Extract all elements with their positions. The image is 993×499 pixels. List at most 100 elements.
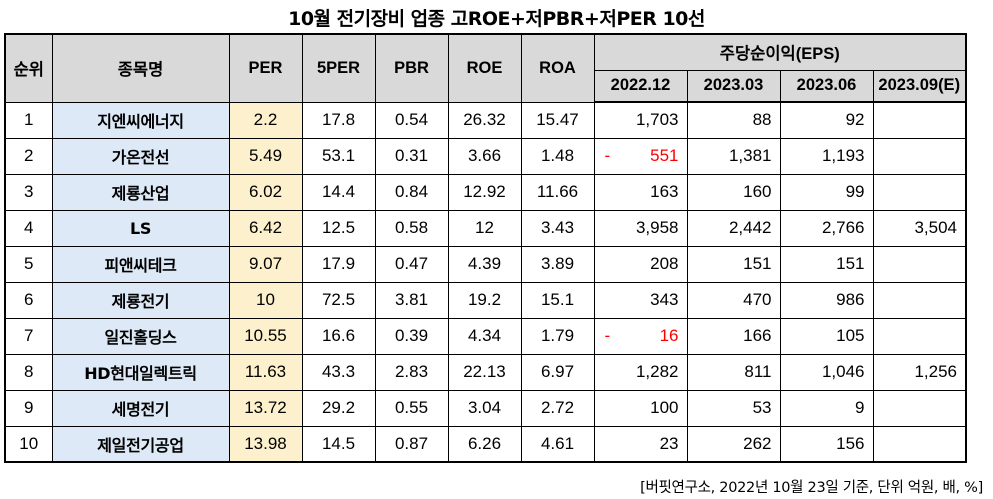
- cell-per: 6.42: [228, 209, 303, 247]
- negative-sign: -: [604, 326, 611, 345]
- table-row: 10 제일전기공업 13.98 14.5 0.87 6.26 4.61 23 262 156: [4, 425, 967, 463]
- cell-eps: 1,282: [593, 353, 688, 391]
- cell-name: HD현대일렉트릭: [51, 353, 230, 391]
- header-eps-period: 2023.03: [686, 69, 781, 103]
- cell-eps: [872, 317, 967, 355]
- cell-name: 제룡산업: [51, 173, 230, 211]
- cell-eps: 1,703: [593, 101, 688, 139]
- eps-value: 551: [650, 146, 679, 165]
- table-row: 6 제룡전기 10 72.5 3.81 19.2 15.1 343 470 986: [4, 281, 967, 319]
- cell-pbr: 0.55: [374, 389, 449, 427]
- header-roa: ROA: [520, 33, 595, 103]
- cell-per: 6.02: [228, 173, 303, 211]
- cell-name: 제일전기공업: [51, 425, 230, 463]
- cell-per: 13.72: [228, 389, 303, 427]
- cell-eps: [872, 173, 967, 211]
- header-name: 종목명: [51, 33, 230, 103]
- cell-5per: 43.3: [301, 353, 376, 391]
- cell-eps: 151: [779, 245, 874, 283]
- cell-roe: 4.34: [447, 317, 522, 355]
- cell-eps: 470: [686, 281, 781, 319]
- cell-eps: [872, 245, 967, 283]
- cell-per: 2.2: [228, 101, 303, 139]
- cell-roa: 15.47: [520, 101, 595, 139]
- cell-eps: 163: [593, 173, 688, 211]
- cell-eps: 88: [686, 101, 781, 139]
- cell-roe: 12.92: [447, 173, 522, 211]
- header-rank: 순위: [4, 33, 53, 103]
- cell-eps: [872, 101, 967, 139]
- cell-eps: 262: [686, 425, 781, 463]
- cell-5per: 53.1: [301, 137, 376, 175]
- cell-eps: 92: [779, 101, 874, 139]
- cell-pbr: 2.83: [374, 353, 449, 391]
- cell-eps: 343: [593, 281, 688, 319]
- cell-per: 13.98: [228, 425, 303, 463]
- header-eps-period: 2023.09(E): [872, 69, 967, 103]
- source-note: [버핏연구소, 2022년 10월 23일 기준, 단위 억원, 배, %]: [640, 480, 983, 496]
- cell-eps: [872, 137, 967, 175]
- cell-eps: 1,046: [779, 353, 874, 391]
- table-row: 2 가온전선 5.49 53.1 0.31 3.66 1.48- 551 1,381 1,193: [4, 137, 967, 175]
- cell-roa: 6.97: [520, 353, 595, 391]
- cell-rank: 10: [4, 425, 53, 463]
- cell-rank: 2: [4, 137, 53, 175]
- table-row: 4 LS 6.42 12.5 0.58 12 3.43 3,958 2,442 2,766 3,50…: [4, 209, 967, 247]
- table-row: 5 피앤씨테크 9.07 17.9 0.47 4.39 3.89 208 151 151: [4, 245, 967, 283]
- header-per: PER: [228, 33, 303, 103]
- cell-roa: 4.61: [520, 425, 595, 463]
- cell-5per: 14.4: [301, 173, 376, 211]
- cell-eps: 23: [593, 425, 688, 463]
- cell-eps: 811: [686, 353, 781, 391]
- cell-roe: 12: [447, 209, 522, 247]
- table-title: 10월 전기장비 업종 고ROE+저PBR+저PER 10선: [288, 8, 705, 30]
- cell-name: 피앤씨테크: [51, 245, 230, 283]
- cell-name: LS: [51, 209, 230, 247]
- cell-roe: 26.32: [447, 101, 522, 139]
- cell-pbr: 0.54: [374, 101, 449, 139]
- cell-per: 9.07: [228, 245, 303, 283]
- cell-roe: 3.04: [447, 389, 522, 427]
- header-eps-group: 주당순이익(EPS): [593, 33, 967, 71]
- cell-name: 지엔씨에너지: [51, 101, 230, 139]
- cell-per: 10.55: [228, 317, 303, 355]
- table-row: 1 지엔씨에너지 2.2 17.8 0.54 26.32 15.47 1,703 88 92: [4, 101, 967, 139]
- cell-pbr: 0.31: [374, 137, 449, 175]
- cell-5per: 14.5: [301, 425, 376, 463]
- table-row: 8 HD현대일렉트릭 11.63 43.3 2.83 22.13 6.97 1,282 811 1…: [4, 353, 967, 391]
- cell-5per: 29.2: [301, 389, 376, 427]
- cell-eps: 99: [779, 173, 874, 211]
- cell-roa: 1.79: [520, 317, 595, 355]
- header-pbr: PBR: [374, 33, 449, 103]
- cell-eps: 166: [686, 317, 781, 355]
- cell-roa: 11.66: [520, 173, 595, 211]
- cell-roe: 4.39: [447, 245, 522, 283]
- cell-pbr: 0.58: [374, 209, 449, 247]
- cell-pbr: 0.39: [374, 317, 449, 355]
- cell-eps: 3,958: [593, 209, 688, 247]
- stock-table: 순위 종목명 PER 5PER PBR ROE ROA 주당순이익(EPS) 2…: [4, 33, 967, 463]
- cell-pbr: 0.47: [374, 245, 449, 283]
- cell-roe: 6.26: [447, 425, 522, 463]
- cell-eps: 160: [686, 173, 781, 211]
- cell-name: 가온전선: [51, 137, 230, 175]
- cell-eps: 1,381: [686, 137, 781, 175]
- cell-eps: 986: [779, 281, 874, 319]
- eps-value: 16: [659, 326, 679, 345]
- cell-eps: [872, 281, 967, 319]
- cell-pbr: 0.84: [374, 173, 449, 211]
- cell-eps: 53: [686, 389, 781, 427]
- cell-name: 일진홀딩스: [51, 317, 230, 355]
- cell-eps: 1,193: [779, 137, 874, 175]
- cell-roa: 1.48: [520, 137, 595, 175]
- cell-5per: 16.6: [301, 317, 376, 355]
- cell-eps: - 16: [593, 317, 688, 355]
- cell-roe: 22.13: [447, 353, 522, 391]
- table-row: 9 세명전기 13.72 29.2 0.55 3.04 2.72 100 53 9: [4, 389, 967, 427]
- cell-per: 5.49: [228, 137, 303, 175]
- cell-eps: 9: [779, 389, 874, 427]
- cell-rank: 1: [4, 101, 53, 139]
- cell-rank: 9: [4, 389, 53, 427]
- cell-5per: 17.9: [301, 245, 376, 283]
- cell-eps: 1,256: [872, 353, 967, 391]
